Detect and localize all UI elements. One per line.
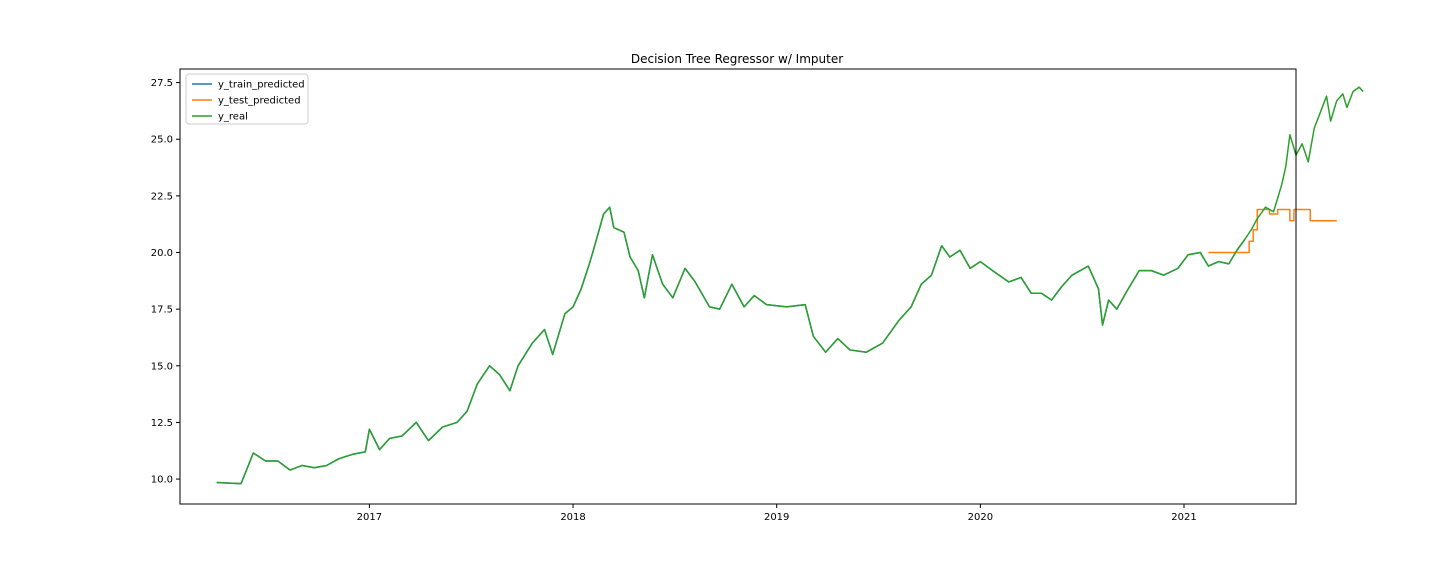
legend: y_train_predicted y_test_predicted y_real [185,73,309,125]
y-tick-label: 12.5 [151,418,173,429]
legend-label: y_real [218,112,248,123]
y-tick-label: 27.5 [151,78,173,89]
y-tick-label: 20.0 [151,248,173,259]
legend-box [185,73,309,125]
y-axis: 10.0 12.5 15.0 17.5 20.0 22.5 25.0 27.5 [151,78,180,486]
y-tick-label: 10.0 [151,475,173,486]
x-tick-label: 2017 [357,512,382,523]
chart-title: Decision Tree Regressor w/ Imputer [631,52,843,66]
y-tick-label: 17.5 [151,305,173,316]
y-tick-label: 25.0 [151,135,173,146]
legend-label: y_train_predicted [218,80,305,91]
series-line-y-real [216,86,1364,485]
y-tick-label: 22.5 [151,191,173,202]
x-tick-label: 2018 [560,512,585,523]
x-tick-label: 2020 [968,512,993,523]
x-tick-label: 2021 [1171,512,1196,523]
series-layer [216,86,1364,485]
series-line-y-test-predicted [1208,208,1337,254]
x-axis: 2017 2018 2019 2020 2021 [357,504,1197,523]
y-tick-label: 15.0 [151,361,173,372]
x-tick-label: 2019 [764,512,789,523]
legend-label: y_test_predicted [218,96,301,107]
plot-frame [179,68,1297,505]
